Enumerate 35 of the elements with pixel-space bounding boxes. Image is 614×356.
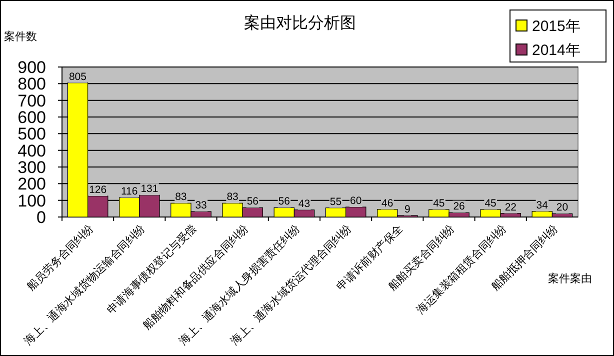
data-label: 55 [330,196,342,208]
data-label: 9 [404,204,411,216]
chart-title: 案由对比分析图 [244,14,356,32]
data-label: 83 [175,191,187,204]
y-tick-label: 200 [18,174,46,194]
y-tick-label: 500 [18,124,46,144]
data-label: 45 [433,198,445,210]
y-tick-label: 700 [18,91,46,110]
data-label: 126 [89,184,107,196]
legend-label: 2015年 [532,18,580,35]
legend-label: 2014年 [532,42,580,59]
data-label: 60 [350,195,362,207]
x-axis-title: 案件案由 [548,272,592,285]
y-tick-label: 0 [36,208,46,227]
data-label: 45 [484,198,497,210]
data-label: 131 [140,183,158,196]
y-tick-label: 400 [18,141,46,160]
data-label: 805 [68,70,87,83]
data-label: 43 [298,198,310,210]
data-label: 22 [504,201,517,214]
y-tick-label: 900 [18,58,46,77]
y-axis-title: 案件数 [4,30,37,43]
y-tick-label: 300 [18,158,46,177]
data-label: 33 [195,200,208,212]
y-tick-label: 800 [18,74,46,94]
data-label: 46 [381,197,394,210]
data-label: 56 [246,196,259,208]
data-label: 34 [536,199,548,212]
y-tick-label: 100 [18,191,46,210]
data-label: 26 [453,200,466,213]
data-label: 83 [226,191,239,204]
y-tick-label: 600 [18,108,46,127]
data-label: 56 [278,196,290,208]
data-label: 20 [556,202,568,214]
data-label: 116 [120,186,138,198]
